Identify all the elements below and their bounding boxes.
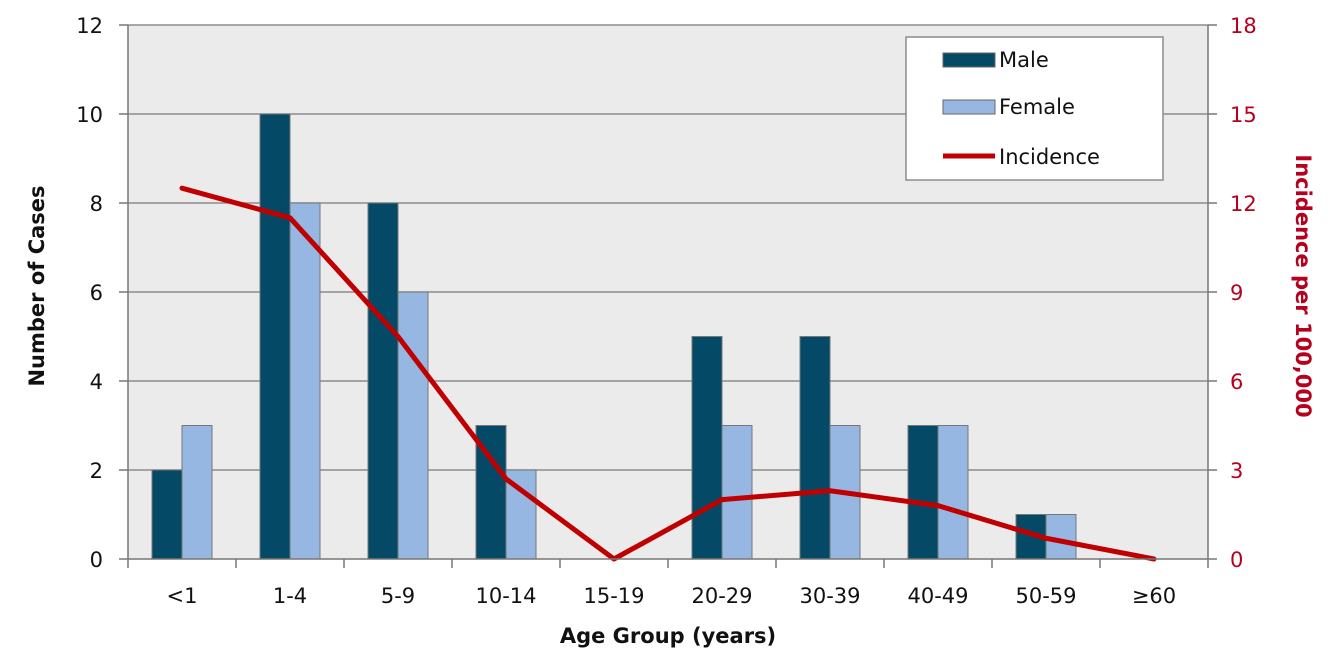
x-tick-label: 10-14	[475, 584, 536, 608]
y-tick-label: 6	[90, 281, 103, 305]
y2-tick-label: 0	[1230, 548, 1243, 572]
bar-female-1	[289, 202, 321, 560]
x-tick-label: 20-29	[691, 584, 752, 608]
bar-male-5	[691, 336, 723, 560]
y-tick-label: 4	[90, 370, 103, 394]
line-series	[179, 185, 1157, 562]
legend-swatch-female	[942, 99, 996, 115]
bar-female-7	[937, 425, 969, 560]
y2-tick-label: 9	[1230, 281, 1243, 305]
x-tick-label: 15-19	[583, 584, 644, 608]
x-tick-label: 50-59	[1015, 584, 1076, 608]
bar-male-2	[367, 202, 399, 560]
x-tick-label: 40-49	[907, 584, 968, 608]
x-tick-label: <1	[167, 584, 198, 608]
right-y-tick-labels: 0 3 6 9 12 15 18	[1230, 14, 1257, 572]
x-tick-label: ≥60	[1132, 584, 1176, 608]
y2-axis-title: Incidence per 100,000	[1291, 154, 1315, 417]
bar-male-6	[799, 336, 831, 560]
y-tick-label: 2	[90, 459, 103, 483]
bar-female-5	[721, 425, 753, 560]
bar-male-0	[151, 469, 183, 560]
y-axis-title: Number of Cases	[25, 185, 49, 386]
y2-tick-label: 18	[1230, 14, 1257, 38]
x-tick-label: 1-4	[273, 584, 307, 608]
left-y-tick-labels: 0 2 4 6 8 10 12	[76, 14, 103, 572]
y-tick-label: 8	[90, 192, 103, 216]
legend: Male Female Incidence	[905, 36, 1164, 181]
bar-female-0	[181, 425, 213, 560]
x-tick-label: 5-9	[381, 584, 415, 608]
legend-swatch-male	[942, 52, 996, 68]
legend-label-incidence: Incidence	[999, 145, 1100, 169]
line-incidence	[179, 185, 1157, 562]
y2-tick-label: 3	[1230, 459, 1243, 483]
y-tick-label: 10	[76, 103, 103, 127]
legend-label-male: Male	[999, 48, 1049, 72]
legend-label-female: Female	[999, 95, 1075, 119]
axes	[127, 25, 1209, 568]
y2-tick-label: 6	[1230, 370, 1243, 394]
x-axis-title: Age Group (years)	[560, 624, 776, 648]
bar-female-2	[397, 291, 429, 560]
y2-tick-label: 15	[1230, 103, 1257, 127]
y-tick-label: 12	[76, 14, 103, 38]
bar-series	[151, 113, 1077, 560]
y-tick-label: 0	[90, 548, 103, 572]
y2-tick-label: 12	[1230, 192, 1257, 216]
bar-male-1	[259, 113, 291, 560]
x-tick-labels: <1 1-4 5-9 10-14 15-19 20-29 30-39 40-49 50-59 ≥6…	[167, 584, 1177, 608]
x-tick-label: 30-39	[799, 584, 860, 608]
bar-male-7	[907, 425, 939, 560]
